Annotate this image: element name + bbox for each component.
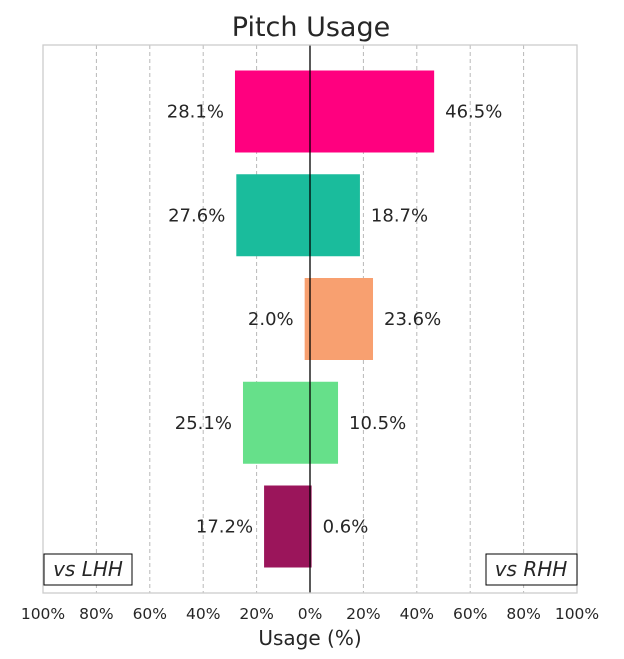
data-label-vs-rhh: 10.5% bbox=[349, 413, 406, 434]
x-tick-label: 20% bbox=[239, 605, 273, 623]
bar-vs-lhh bbox=[242, 381, 310, 464]
x-tick-label: 80% bbox=[506, 605, 540, 623]
x-tick-label: 0% bbox=[298, 605, 323, 623]
data-label-vs-lhh: 2.0% bbox=[248, 309, 294, 330]
left-side-label: vs LHH bbox=[53, 557, 123, 581]
right-side-label-box: vs RHH bbox=[485, 553, 578, 586]
bar-vs-lhh bbox=[264, 485, 310, 568]
bar-vs-lhh bbox=[236, 174, 310, 257]
x-tick-label: 40% bbox=[400, 605, 434, 623]
data-label-vs-rhh: 0.6% bbox=[323, 517, 369, 538]
data-label-vs-rhh: 18.7% bbox=[371, 205, 428, 226]
data-label-vs-lhh: 28.1% bbox=[167, 102, 224, 123]
data-labels: 28.1% 46.5% 27.6% 18.7% 2.0% 23.6% 25.1% 10.5% 1… bbox=[167, 102, 503, 538]
bar-vs-rhh bbox=[310, 278, 374, 360]
x-tick-label: 20% bbox=[346, 605, 380, 623]
right-side-label: vs RHH bbox=[495, 557, 568, 581]
bar-vs-lhh bbox=[304, 278, 310, 360]
left-label-frame bbox=[43, 553, 133, 586]
bar-vs-rhh bbox=[310, 70, 435, 153]
data-label-vs-lhh: 27.6% bbox=[168, 205, 225, 226]
x-tick-label: 100% bbox=[21, 605, 65, 623]
x-axis-label: Usage (%) bbox=[258, 626, 361, 650]
plot-frame bbox=[42, 44, 578, 594]
x-tick-label: 60% bbox=[133, 605, 167, 623]
data-label-vs-lhh: 25.1% bbox=[175, 413, 232, 434]
x-tick-label: 40% bbox=[186, 605, 220, 623]
left-side-label-box: vs LHH bbox=[43, 553, 133, 586]
x-tick-labels: 100% 80% 60% 40% 20% 0% 20% 40% 60% 80% 100% bbox=[21, 605, 599, 623]
x-tick-label: 80% bbox=[79, 605, 113, 623]
data-label-vs-rhh: 23.6% bbox=[384, 309, 441, 330]
bar-vs-rhh bbox=[310, 485, 312, 568]
right-label-frame bbox=[485, 553, 578, 586]
bar-vs-lhh bbox=[234, 70, 310, 153]
bar-vs-rhh bbox=[310, 381, 339, 464]
bar-vs-rhh bbox=[310, 174, 360, 257]
x-tick-label: 60% bbox=[453, 605, 487, 623]
data-label-vs-rhh: 46.5% bbox=[445, 102, 502, 123]
data-label-vs-lhh: 17.2% bbox=[196, 517, 253, 538]
chart-title: Pitch Usage bbox=[232, 12, 390, 43]
bars bbox=[234, 70, 435, 568]
x-tick-label: 100% bbox=[555, 605, 599, 623]
